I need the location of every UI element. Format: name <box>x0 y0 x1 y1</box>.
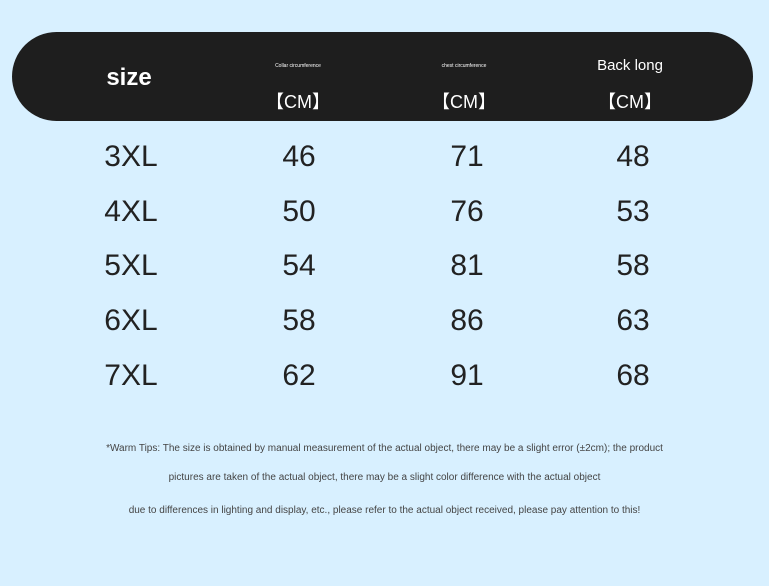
tips-line-2: pictures are taken of the actual object,… <box>168 472 601 483</box>
size-cell: 6XL <box>104 304 158 338</box>
back-cell: 53 <box>616 194 650 228</box>
back-label: Back long <box>597 57 663 74</box>
collar-cell: 62 <box>282 358 316 392</box>
tips-line-1: *Warm Tips: The size is obtained by manu… <box>106 443 663 454</box>
size-cell: 5XL <box>104 249 158 283</box>
chest-cell: 86 <box>450 304 484 338</box>
size-cell: 7XL <box>104 358 158 392</box>
chest-cell: 91 <box>450 358 484 392</box>
chest-label: chest circumference <box>441 63 487 69</box>
table-row: 3XL 46 71 48 <box>0 140 769 180</box>
table-row: 6XL 58 86 63 <box>0 304 769 344</box>
size-cell: 3XL <box>104 140 158 173</box>
table-row: 5XL 54 81 58 <box>0 249 769 289</box>
chest-header: chest circumference 【CM】 <box>389 32 539 121</box>
back-cell: 63 <box>616 304 650 338</box>
table-row: 7XL 62 91 68 <box>0 359 769 399</box>
back-header: Back long 【CM】 <box>555 32 705 121</box>
size-cell: 4XL <box>104 194 158 228</box>
collar-cell: 50 <box>282 194 316 228</box>
collar-cell: 58 <box>282 304 316 338</box>
table-header: size Collar circumference 【CM】 chest cir… <box>12 32 753 121</box>
chest-unit: 【CM】 <box>432 92 496 112</box>
back-unit: 【CM】 <box>598 92 662 112</box>
chest-cell: 81 <box>450 249 484 283</box>
table-row: 4XL 50 76 53 <box>0 195 769 235</box>
tips-line-3: due to differences in lighting and displ… <box>128 505 641 516</box>
collar-header: Collar circumference 【CM】 <box>223 32 373 121</box>
collar-label: Collar circumference <box>275 63 321 69</box>
collar-cell: 46 <box>282 140 316 173</box>
back-cell: 48 <box>616 140 650 173</box>
chest-cell: 71 <box>450 140 484 173</box>
back-cell: 68 <box>616 358 650 392</box>
collar-cell: 54 <box>282 249 316 283</box>
collar-unit: 【CM】 <box>266 92 330 112</box>
size-header: size <box>106 64 152 91</box>
back-cell: 58 <box>616 249 650 283</box>
chest-cell: 76 <box>450 194 484 228</box>
